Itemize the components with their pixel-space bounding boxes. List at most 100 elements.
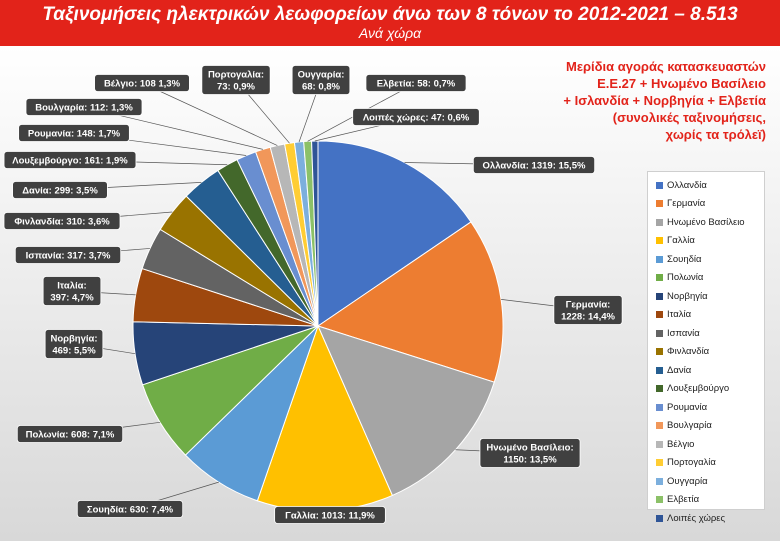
legend-item-6: Νορβηγία bbox=[656, 287, 764, 306]
data-label-box-2 bbox=[479, 438, 581, 468]
data-label-6: Νορβηγία: 469: 5,5% bbox=[50, 334, 97, 357]
legend-item-7: Ιταλία bbox=[656, 306, 764, 325]
legend-swatch-10 bbox=[656, 366, 663, 374]
data-label-box-0 bbox=[472, 156, 596, 174]
legend-item-0: Ολλανδία bbox=[656, 176, 764, 195]
legend-item-11: Λουξεμβούργο bbox=[656, 380, 764, 399]
chart-legend: Ολλανδία Γερμανία Ηνωμένο Βασίλειο Γαλλία Σο… bbox=[647, 171, 765, 524]
pie-slice-2 bbox=[317, 325, 495, 497]
chart-title: Ταξινομήσεις ηλεκτρικών λεωφορείων άνω τ… bbox=[42, 4, 738, 25]
leader-line-14 bbox=[141, 82, 278, 146]
data-label-8: Ισπανία: 317: 3,7% bbox=[26, 251, 111, 262]
data-label-4: Σουηδία: 630: 7,4% bbox=[87, 505, 174, 516]
legend-label-13: Βουλγαρία bbox=[667, 420, 712, 432]
legend-swatch-3 bbox=[656, 237, 663, 245]
data-label-1: Γερμανία: 1228: 14,4% bbox=[561, 300, 615, 323]
data-label-15: Πορτογαλία: 73: 0,9% bbox=[208, 70, 264, 93]
data-label-0: Ολλανδία: 1319: 15,5% bbox=[483, 161, 586, 172]
legend-item-15: Πορτογαλία bbox=[656, 454, 764, 473]
legend-swatch-15 bbox=[656, 459, 663, 467]
data-label-box-18 bbox=[352, 108, 480, 126]
legend-label-17: Ελβετία bbox=[667, 494, 700, 506]
legend-label-14: Βέλγιο bbox=[667, 438, 695, 450]
data-label-box-17 bbox=[365, 74, 467, 92]
data-label-18: Λοιπές χώρες: 47: 0,6% bbox=[363, 113, 470, 124]
legend-swatch-5 bbox=[656, 274, 663, 282]
data-label-16: Ουγγαρία: 68: 0,8% bbox=[298, 70, 345, 93]
legend-item-14: Βέλγιο bbox=[656, 435, 764, 454]
legend-label-12: Ρουμανία bbox=[667, 401, 708, 413]
legend-item-13: Βουλγαρία bbox=[656, 417, 764, 436]
legend-label-7: Ιταλία bbox=[667, 309, 692, 321]
pie-slice-1 bbox=[316, 221, 504, 383]
legend-label-3: Γαλλία bbox=[667, 235, 695, 247]
data-label-box-9 bbox=[3, 212, 121, 230]
legend-label-1: Γερμανία bbox=[667, 198, 706, 210]
legend-item-3: Γαλλία bbox=[656, 232, 764, 251]
legend-swatch-17 bbox=[656, 496, 663, 504]
data-label-5: Πολωνία: 608: 7,1% bbox=[26, 430, 115, 441]
data-label-box-12 bbox=[18, 124, 130, 142]
data-label-box-14 bbox=[94, 74, 190, 92]
legend-swatch-0 bbox=[656, 181, 663, 189]
data-label-13: Βουλγαρία: 112: 1,3% bbox=[35, 103, 133, 114]
legend-label-16: Ουγγαρία bbox=[667, 475, 708, 487]
legend-item-10: Δανία bbox=[656, 361, 764, 380]
legend-label-9: Φινλανδία bbox=[667, 346, 710, 358]
legend-item-8: Ισπανία bbox=[656, 324, 764, 343]
data-label-box-1 bbox=[553, 295, 623, 325]
chart-subtitle: Ανά χώρα bbox=[358, 25, 422, 41]
legend-label-11: Λουξεμβούργο bbox=[667, 383, 730, 395]
legend-swatch-7 bbox=[656, 311, 663, 319]
legend-label-15: Πορτογαλία bbox=[667, 457, 716, 469]
data-label-box-16 bbox=[291, 65, 351, 95]
legend-item-18: Λοιπές χώρες bbox=[656, 509, 764, 528]
data-label-12: Ρουμανία: 148: 1,7% bbox=[28, 129, 121, 140]
legend-swatch-9 bbox=[656, 348, 663, 356]
legend-swatch-12 bbox=[656, 403, 663, 411]
chart-note: Μερίδια αγοράς κατασκευαστών Ε.Ε.27 + Ην… bbox=[563, 59, 766, 142]
legend-swatch-18 bbox=[656, 514, 663, 522]
data-label-3: Γαλλία: 1013: 11,9% bbox=[285, 511, 375, 522]
legend-item-17: Ελβετία bbox=[656, 491, 764, 510]
data-label-11: Λουξεμβούργο: 161: 1,9% bbox=[12, 156, 128, 167]
legend-label-2: Ηνωμένο Βασίλειο bbox=[667, 216, 745, 228]
legend-swatch-16 bbox=[656, 477, 663, 485]
legend-item-5: Πολωνία bbox=[656, 269, 764, 288]
legend-label-10: Δανία bbox=[667, 364, 692, 376]
legend-label-18: Λοιπές χώρες bbox=[667, 512, 726, 524]
legend-swatch-1 bbox=[656, 200, 663, 208]
legend-swatch-8 bbox=[656, 329, 663, 337]
legend-item-16: Ουγγαρία bbox=[656, 472, 764, 491]
data-label-17: Ελβετία: 58: 0,7% bbox=[377, 79, 456, 90]
data-label-box-3 bbox=[274, 506, 386, 524]
data-label-box-11 bbox=[3, 151, 137, 169]
data-label-7: Ιταλία: 397: 4,7% bbox=[50, 281, 94, 304]
data-label-box-4 bbox=[76, 500, 184, 518]
legend-label-4: Σουηδία bbox=[667, 253, 702, 265]
data-label-box-15 bbox=[201, 65, 271, 95]
data-label-10: Δανία: 299: 3,5% bbox=[22, 186, 98, 197]
data-label-box-8 bbox=[14, 246, 122, 264]
title-banner bbox=[0, 0, 780, 46]
pie-slice-18 bbox=[311, 140, 319, 327]
data-label-box-5 bbox=[16, 425, 124, 443]
legend-item-4: Σουηδία bbox=[656, 250, 764, 269]
legend-label-0: Ολλανδία bbox=[667, 179, 707, 191]
legend-swatch-14 bbox=[656, 440, 663, 448]
legend-swatch-4 bbox=[656, 255, 663, 263]
data-label-box-13 bbox=[25, 98, 143, 116]
legend-swatch-6 bbox=[656, 292, 663, 300]
data-label-14: Βέλγιο: 108 1,3% bbox=[104, 79, 181, 90]
data-label-box-7 bbox=[42, 276, 102, 306]
data-label-box-10 bbox=[12, 181, 108, 199]
legend-label-5: Πολωνία bbox=[667, 272, 704, 284]
data-label-box-6 bbox=[44, 329, 104, 359]
legend-item-1: Γερμανία bbox=[656, 195, 764, 214]
legend-label-6: Νορβηγία bbox=[667, 290, 708, 302]
legend-swatch-13 bbox=[656, 422, 663, 430]
data-label-2: Ηνωμένο Βασίλειο: 1150: 13,5% bbox=[486, 443, 573, 466]
legend-swatch-11 bbox=[656, 385, 663, 393]
legend-item-9: Φινλανδία bbox=[656, 343, 764, 362]
